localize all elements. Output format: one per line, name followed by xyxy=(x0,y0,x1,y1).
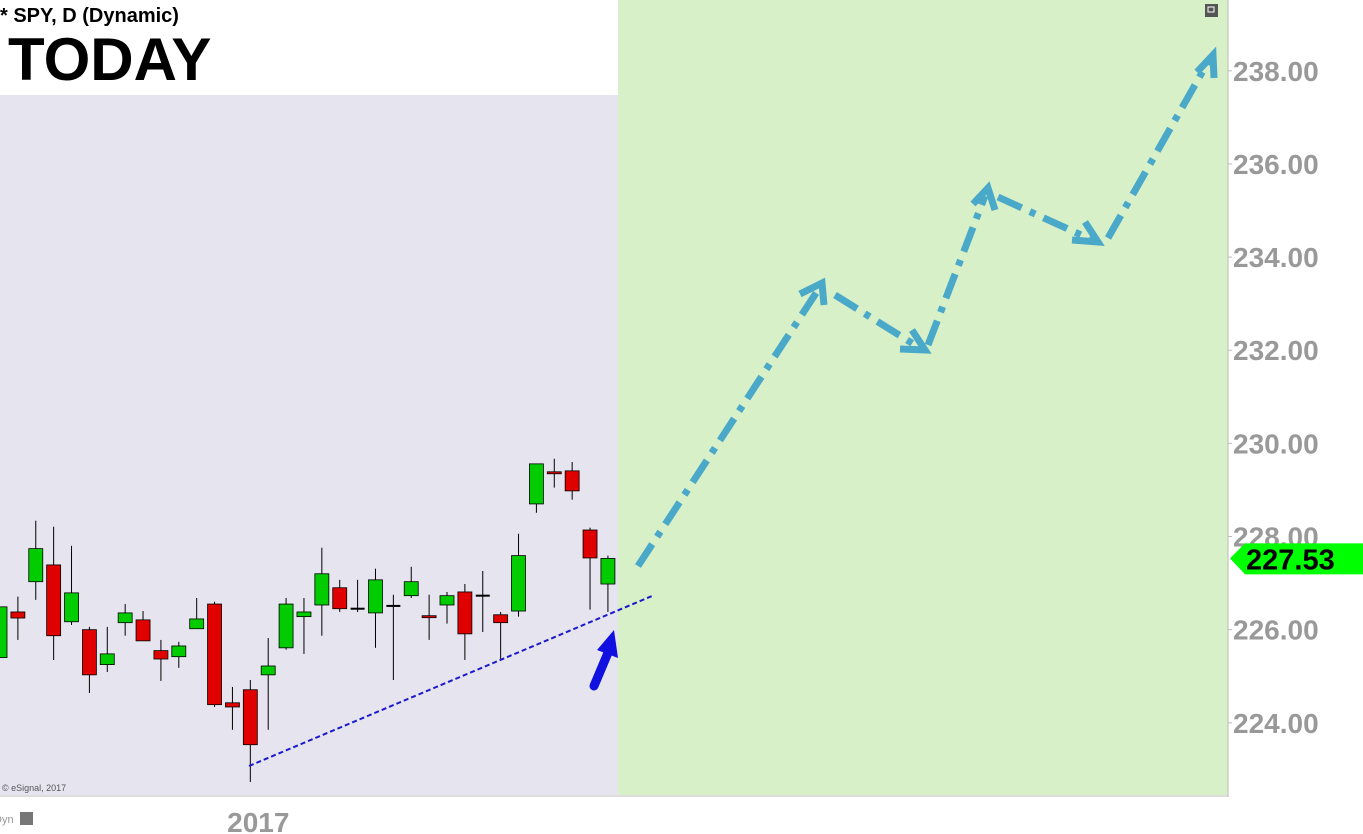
y-tick-label: 232.00 xyxy=(1233,335,1319,366)
candle-body xyxy=(171,645,187,658)
forecast-path xyxy=(635,60,1212,568)
arrowhead xyxy=(798,277,828,306)
arrowhead xyxy=(1194,46,1218,79)
arrowhead xyxy=(899,328,932,354)
candle-body xyxy=(403,581,419,597)
candle-body xyxy=(225,702,240,708)
forecast-area xyxy=(618,0,1228,795)
candle-body xyxy=(207,603,222,706)
candle-body xyxy=(493,614,509,624)
last-price-tag xyxy=(1230,543,1363,575)
candle-body xyxy=(296,611,312,618)
candle-body xyxy=(260,665,276,676)
pointer-arrowhead xyxy=(597,630,618,658)
forecast-leg xyxy=(833,292,917,348)
pointer-arrow xyxy=(589,643,615,691)
forecast-leg xyxy=(996,193,1094,244)
y-tick-label: 226.00 xyxy=(1233,615,1319,646)
history-area xyxy=(0,95,618,795)
forecast-leg xyxy=(1104,60,1212,240)
candle-body xyxy=(546,471,562,475)
footer-icon xyxy=(20,812,33,825)
candle-body xyxy=(332,587,348,610)
x-tick-label: 2017 xyxy=(227,807,289,834)
candle-body xyxy=(582,529,598,559)
candle-body xyxy=(189,618,205,630)
candle-body xyxy=(314,573,330,606)
footer: Dyn xyxy=(0,814,14,826)
candle-body xyxy=(28,548,44,583)
y-tick-label: 224.00 xyxy=(1233,708,1319,739)
candle-body xyxy=(153,650,169,660)
candles xyxy=(0,458,616,782)
candle-body xyxy=(242,689,258,746)
y-tick-label: 238.00 xyxy=(1233,56,1319,87)
candle-body xyxy=(135,619,151,642)
candle-body xyxy=(511,555,526,612)
y-axis: 224.00226.00228.00230.00232.00234.00236.… xyxy=(1228,56,1363,739)
candle-body xyxy=(0,606,8,659)
arrowhead xyxy=(1071,220,1105,247)
annotation: TODAY xyxy=(8,26,211,93)
window-icon[interactable] xyxy=(1205,4,1218,17)
y-tick-label: 230.00 xyxy=(1233,428,1319,459)
forecast-arrowheads xyxy=(798,46,1218,354)
candle-body xyxy=(564,470,580,492)
candle-body xyxy=(600,558,616,585)
candle-body xyxy=(278,603,294,649)
candle-body xyxy=(82,629,97,676)
last-price-label: 227.53 xyxy=(1246,544,1335,576)
window-icon-inner xyxy=(1207,6,1215,13)
candle-body xyxy=(421,615,437,619)
arrowhead xyxy=(970,181,999,212)
candle-body xyxy=(46,564,62,637)
candle-body xyxy=(368,579,383,614)
candle-body xyxy=(99,653,115,665)
watermark: © eSignal, 2017 xyxy=(2,783,66,793)
candle-body xyxy=(117,612,133,624)
candle-body xyxy=(457,591,473,635)
trend-line xyxy=(248,595,653,767)
chart-title: * SPY, D (Dynamic) xyxy=(0,5,179,27)
forecast-leg xyxy=(635,288,821,568)
candle-body xyxy=(439,595,455,606)
y-tick-label: 234.00 xyxy=(1233,242,1319,273)
candle-body xyxy=(64,592,79,623)
y-tick-label: 236.00 xyxy=(1233,149,1319,180)
candle-body xyxy=(10,611,26,619)
candle-body xyxy=(529,463,544,505)
